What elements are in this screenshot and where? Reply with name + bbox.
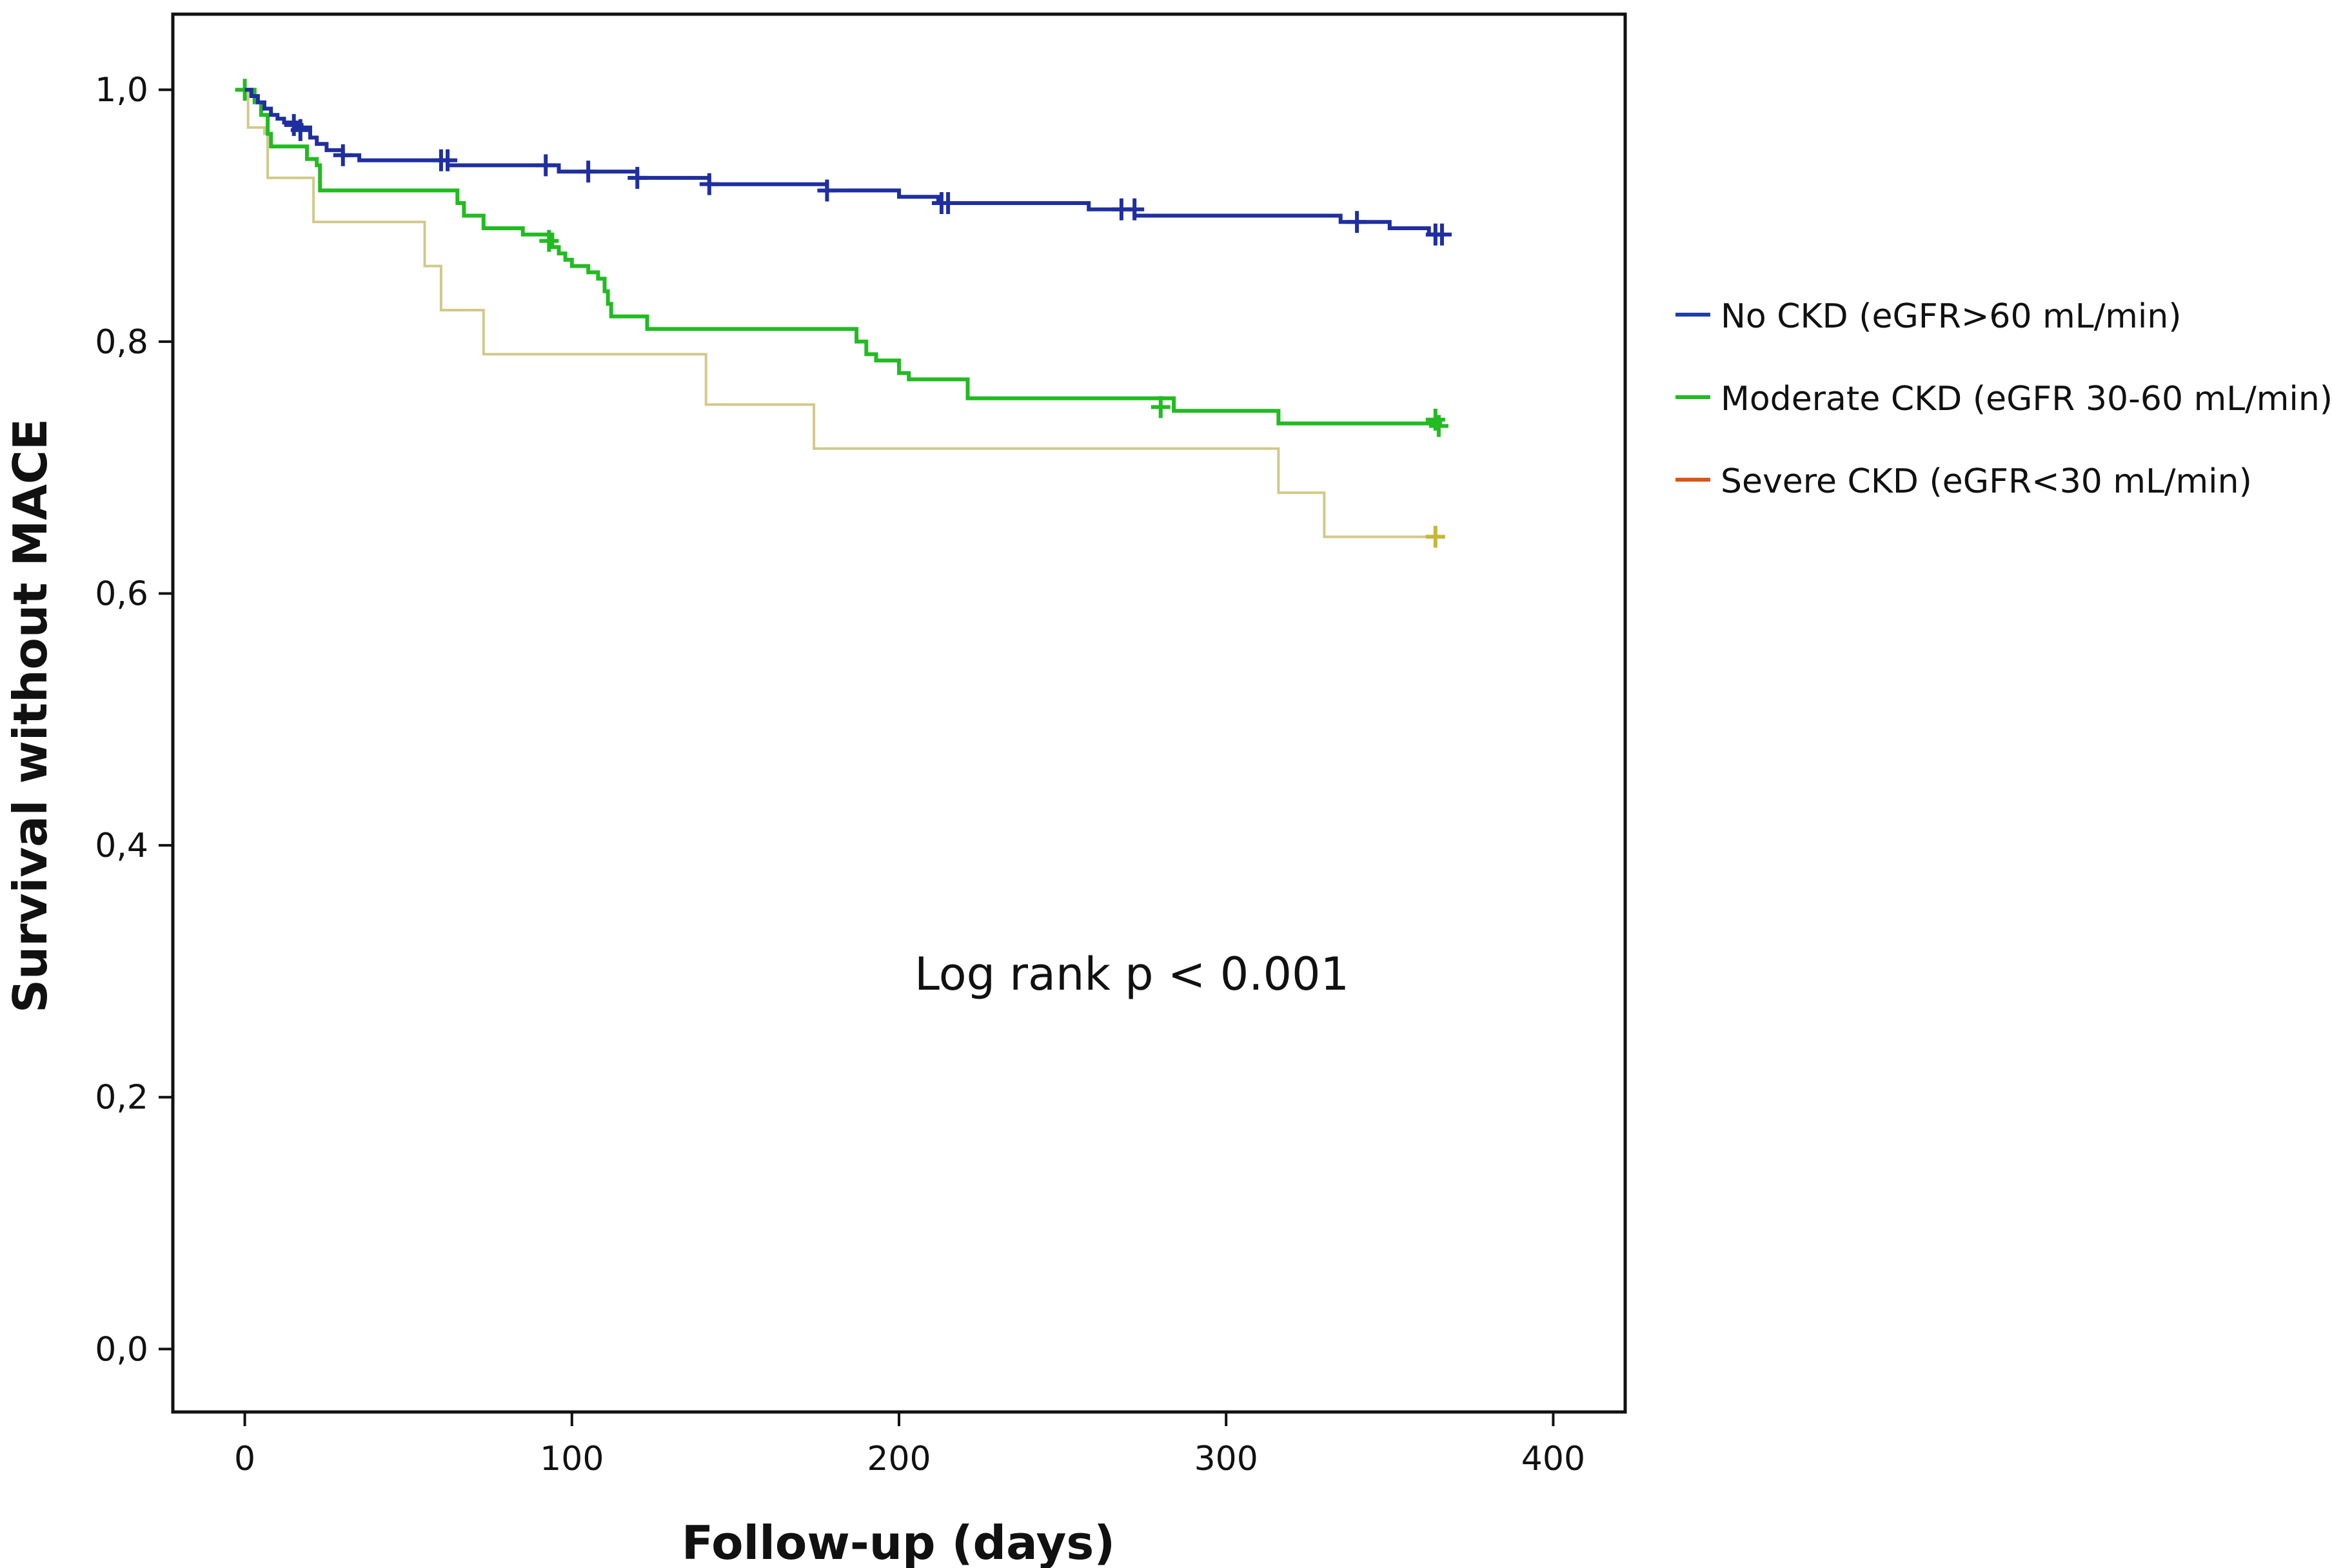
y-tick-label: 1,0	[95, 71, 148, 110]
log-rank-annotation: Log rank p < 0.001	[914, 948, 1349, 1001]
axes: 0 100 200 300 400 0,0 0,2 0,4 0,6 0,8 1,0	[95, 71, 1585, 1478]
series-line-2	[244, 88, 1442, 426]
x-tick-label: 200	[867, 1440, 931, 1478]
x-axis-title: Follow-up (days)	[682, 1516, 1115, 1568]
series-line-3	[244, 88, 1442, 538]
y-tick-label: 0,4	[95, 827, 148, 865]
y-tick-label: 0,2	[95, 1079, 148, 1117]
y-tick-label: 0,0	[95, 1330, 148, 1369]
legend-label-1: No CKD (eGFR>60 mL/min)	[1721, 297, 2182, 336]
y-tick-label: 0,6	[95, 574, 148, 613]
x-tick-label: 0	[234, 1440, 255, 1478]
legend-label-2: Moderate CKD (eGFR 30-60 mL/min)	[1721, 380, 2332, 418]
series	[235, 79, 1452, 548]
legend-label-3: Severe CKD (eGFR<30 mL/min)	[1721, 462, 2252, 501]
y-tick-label: 0,8	[95, 323, 148, 362]
y-axis-title: Survival without MACE	[3, 418, 57, 1013]
legend: No CKD (eGFR>60 mL/min) Moderate CKD (eGF…	[1675, 297, 2332, 501]
x-tick-label: 400	[1521, 1440, 1585, 1478]
x-tick-label: 300	[1194, 1440, 1258, 1478]
x-tick-label: 100	[540, 1440, 604, 1478]
